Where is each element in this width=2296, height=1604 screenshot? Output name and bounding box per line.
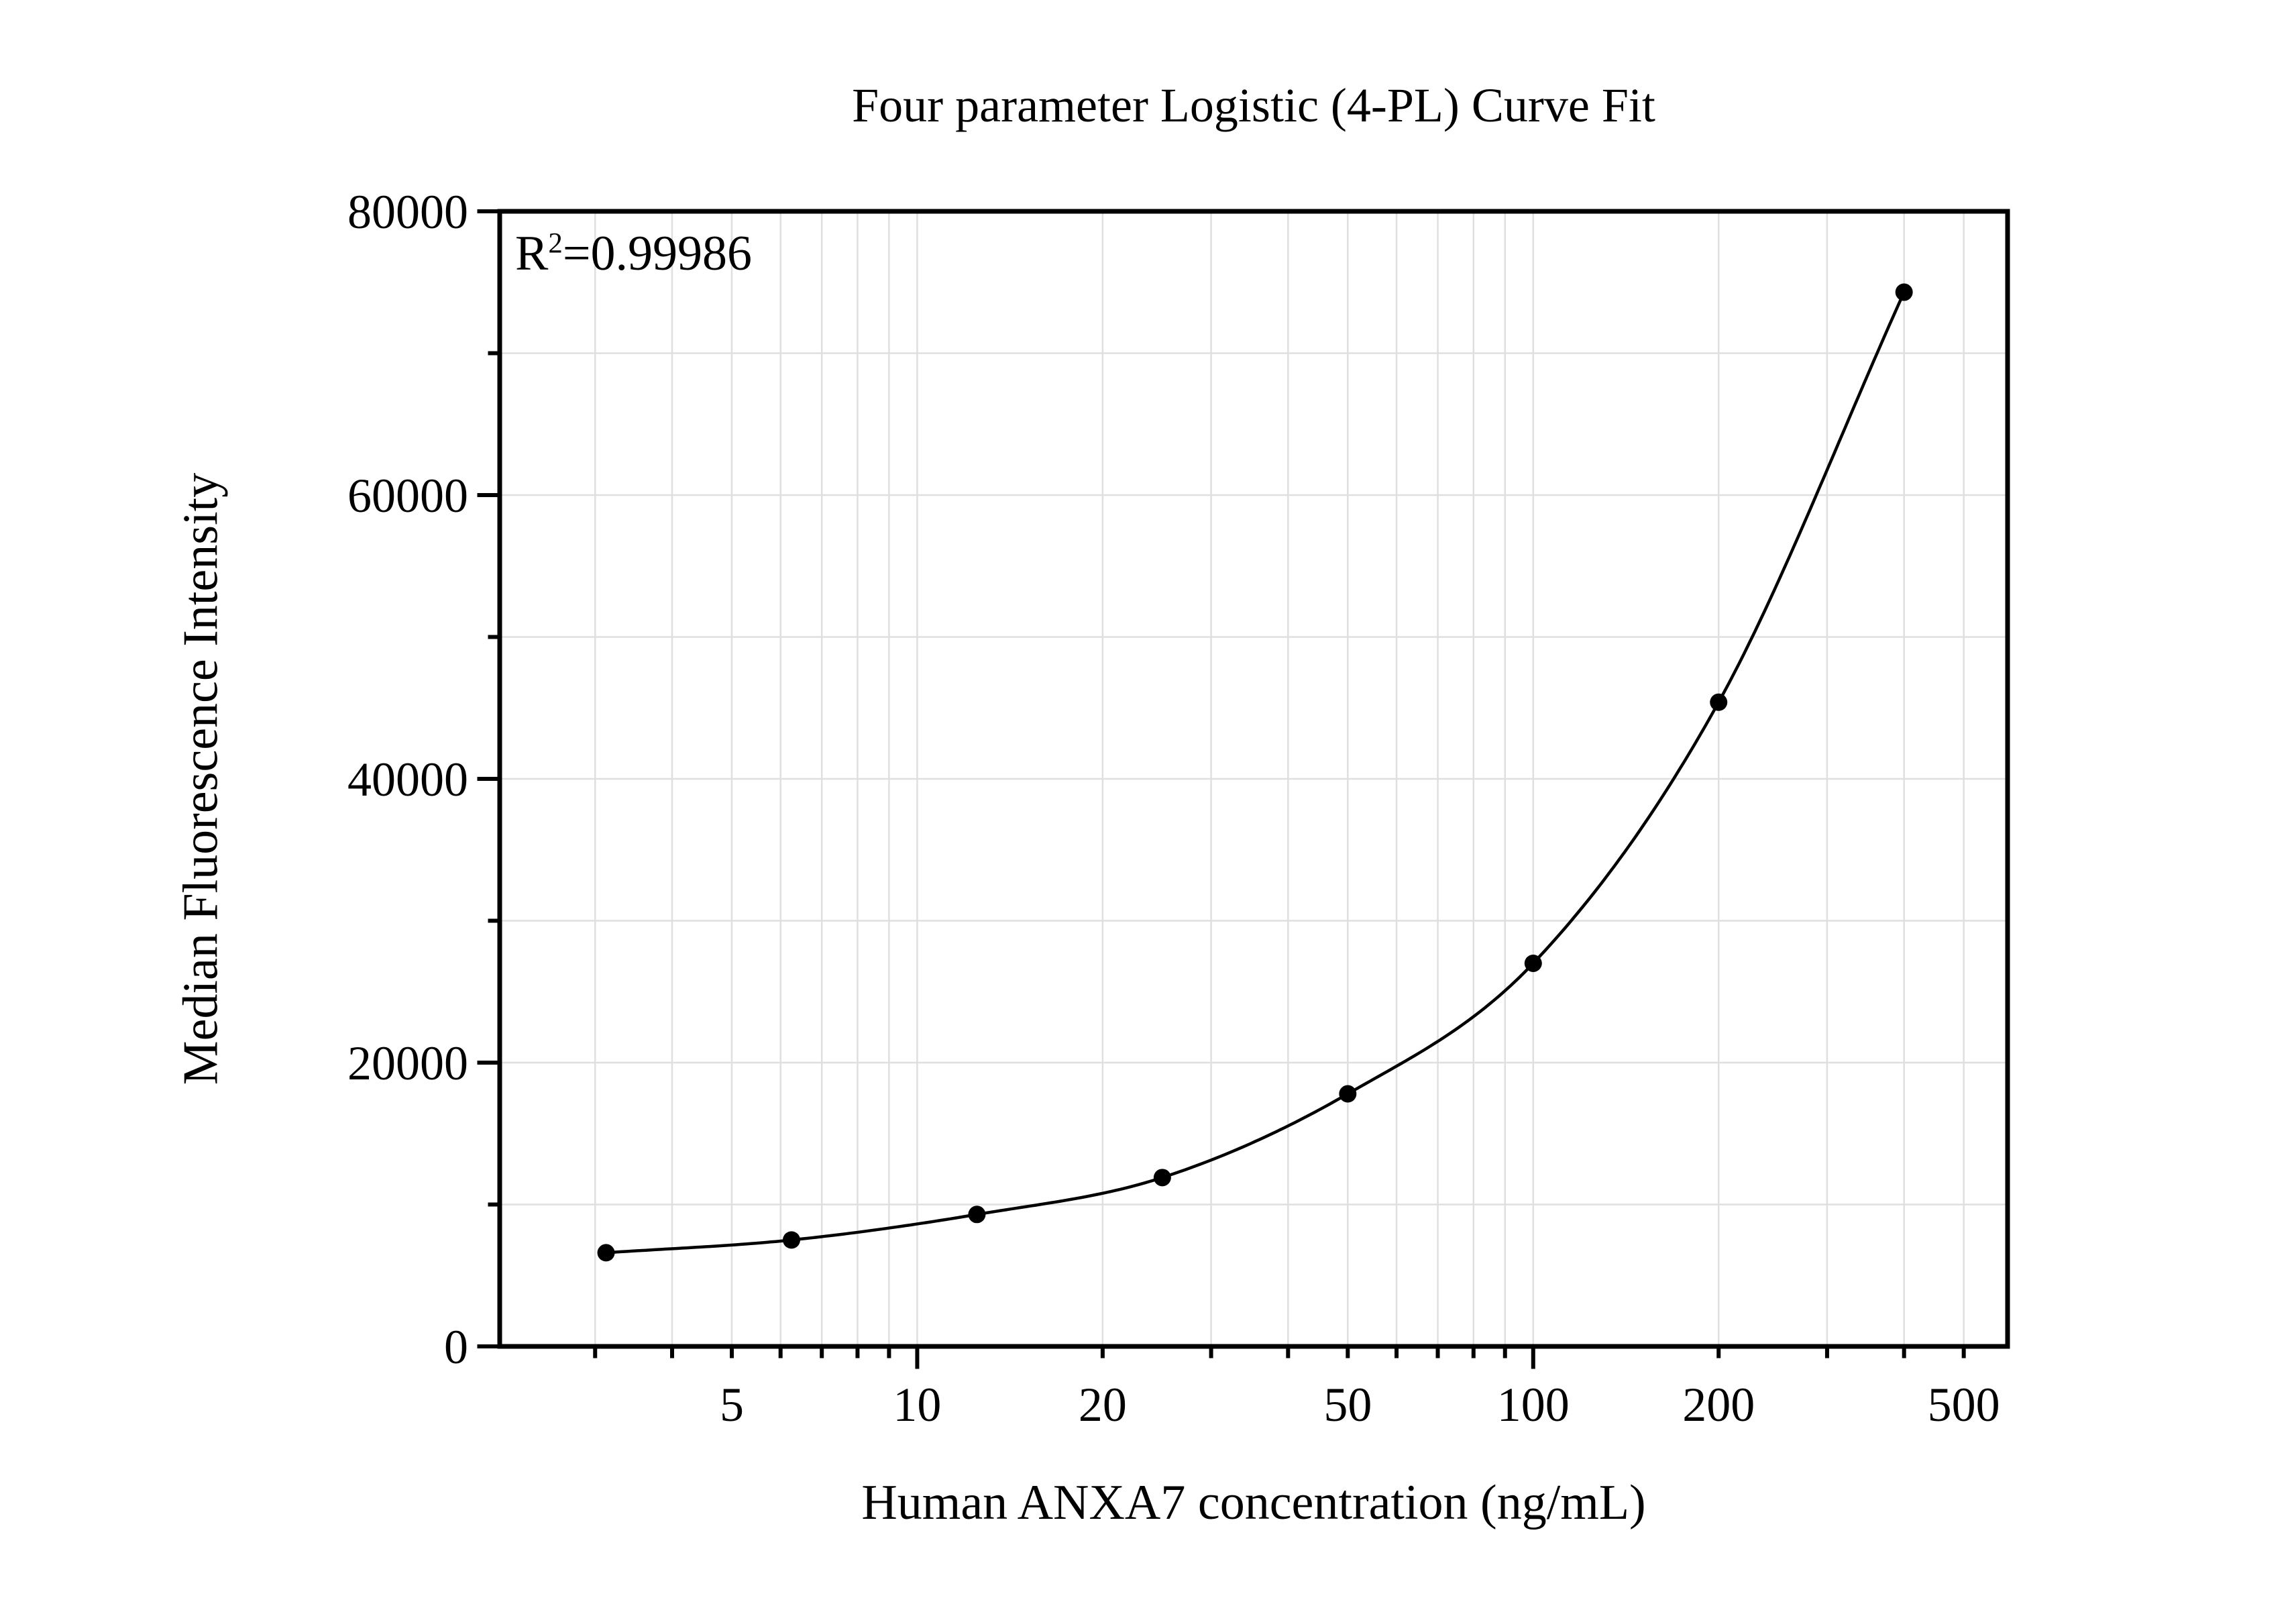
data-point (597, 1244, 615, 1262)
x-tick-label: 20 (1079, 1378, 1127, 1432)
x-tick-label: 50 (1323, 1378, 1372, 1432)
x-tick-label: 100 (1497, 1378, 1570, 1432)
x-tick-label: 200 (1682, 1378, 1755, 1432)
data-point (1710, 693, 1728, 711)
x-tick-label: 500 (1928, 1378, 2000, 1432)
chart-title: Four parameter Logistic (4-PL) Curve Fit (852, 78, 1655, 132)
plot-border (497, 209, 2010, 1349)
data-point (1339, 1085, 1357, 1103)
r-squared-base: R (515, 226, 549, 281)
data-point (1153, 1169, 1171, 1187)
x-tick-label: 5 (720, 1378, 744, 1432)
data-point (1524, 954, 1542, 972)
x-axis-label: Human ANXA7 concentration (ng/mL) (861, 1475, 1646, 1530)
x-tick-label: 10 (893, 1378, 941, 1432)
y-tick-label: 60000 (347, 469, 468, 523)
data-point (782, 1231, 800, 1249)
y-tick-label: 40000 (347, 753, 468, 806)
r-squared-value: =0.99986 (562, 226, 753, 281)
y-tick-label: 80000 (347, 185, 468, 239)
data-point (1895, 283, 1913, 301)
y-tick-label: 20000 (347, 1036, 468, 1090)
fit-curve (606, 291, 1906, 1254)
y-tick-label: 0 (444, 1320, 468, 1374)
r-squared-superscript: 2 (548, 227, 563, 260)
data-point (968, 1206, 986, 1224)
r-squared-annotation: R2=0.99986 (515, 225, 752, 282)
y-axis-label: Median Fluorescence Intensity (173, 472, 229, 1085)
